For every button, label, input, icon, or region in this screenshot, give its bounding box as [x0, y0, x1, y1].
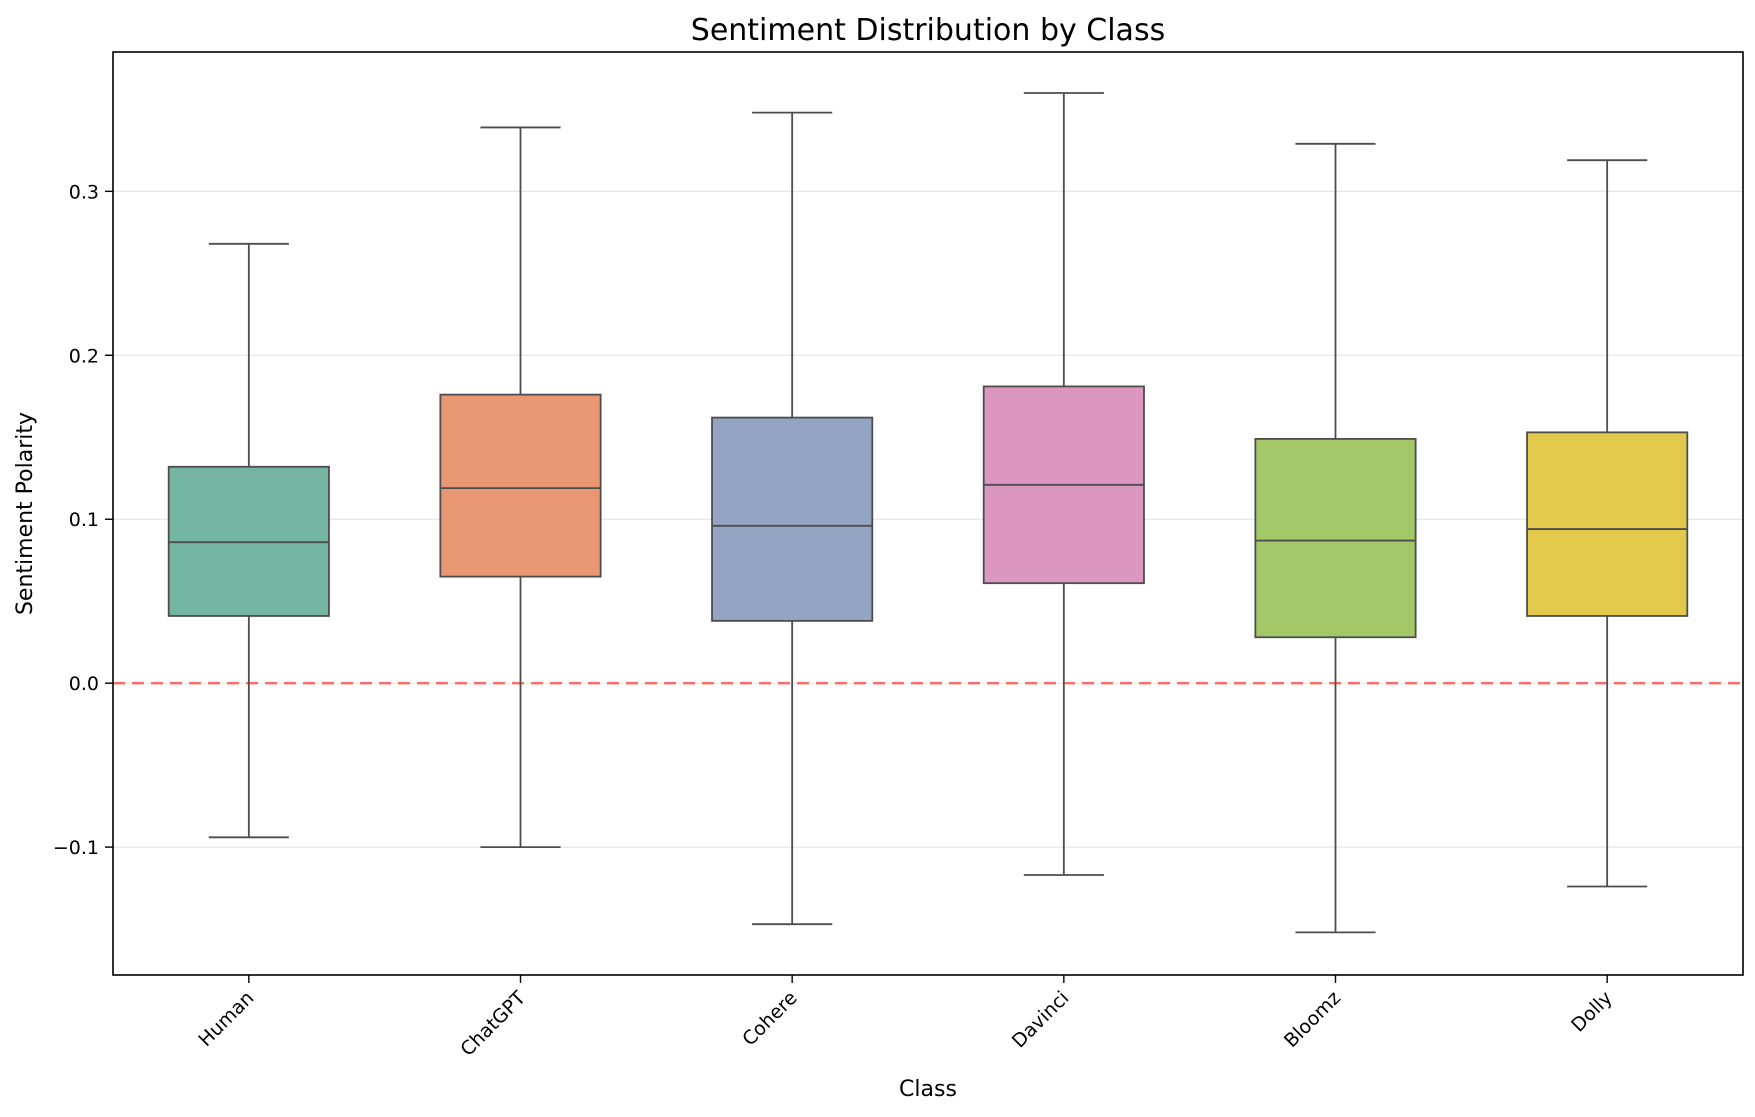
iqr-box: [439, 393, 602, 578]
y-tick-label: 0.1: [69, 509, 99, 531]
y-tick-label: 0.2: [69, 345, 99, 367]
y-axis-label: Sentiment Polarity: [13, 412, 38, 615]
x-axis-label: Class: [899, 1077, 957, 1102]
y-axis-ticks: −0.1 0.0 0.1 0.2 0.3: [53, 181, 113, 859]
box-davinci: [982, 92, 1145, 876]
plot-area-frame: [112, 51, 1744, 976]
box-human: [167, 242, 330, 839]
box-cohere: [711, 111, 874, 926]
iqr-box: [1526, 431, 1689, 617]
y-tick-label: 0.0: [69, 673, 99, 695]
y-tick-label: 0.3: [69, 181, 99, 203]
box-bloomz: [1254, 142, 1417, 934]
chart-title: Sentiment Distribution by Class: [691, 13, 1165, 48]
box-chatgpt: [439, 126, 602, 849]
y-tick-label: −0.1: [53, 837, 99, 859]
boxes-layer: [167, 92, 1689, 934]
iqr-box: [711, 416, 874, 622]
box-dolly: [1526, 159, 1689, 888]
iqr-box: [1254, 438, 1417, 639]
